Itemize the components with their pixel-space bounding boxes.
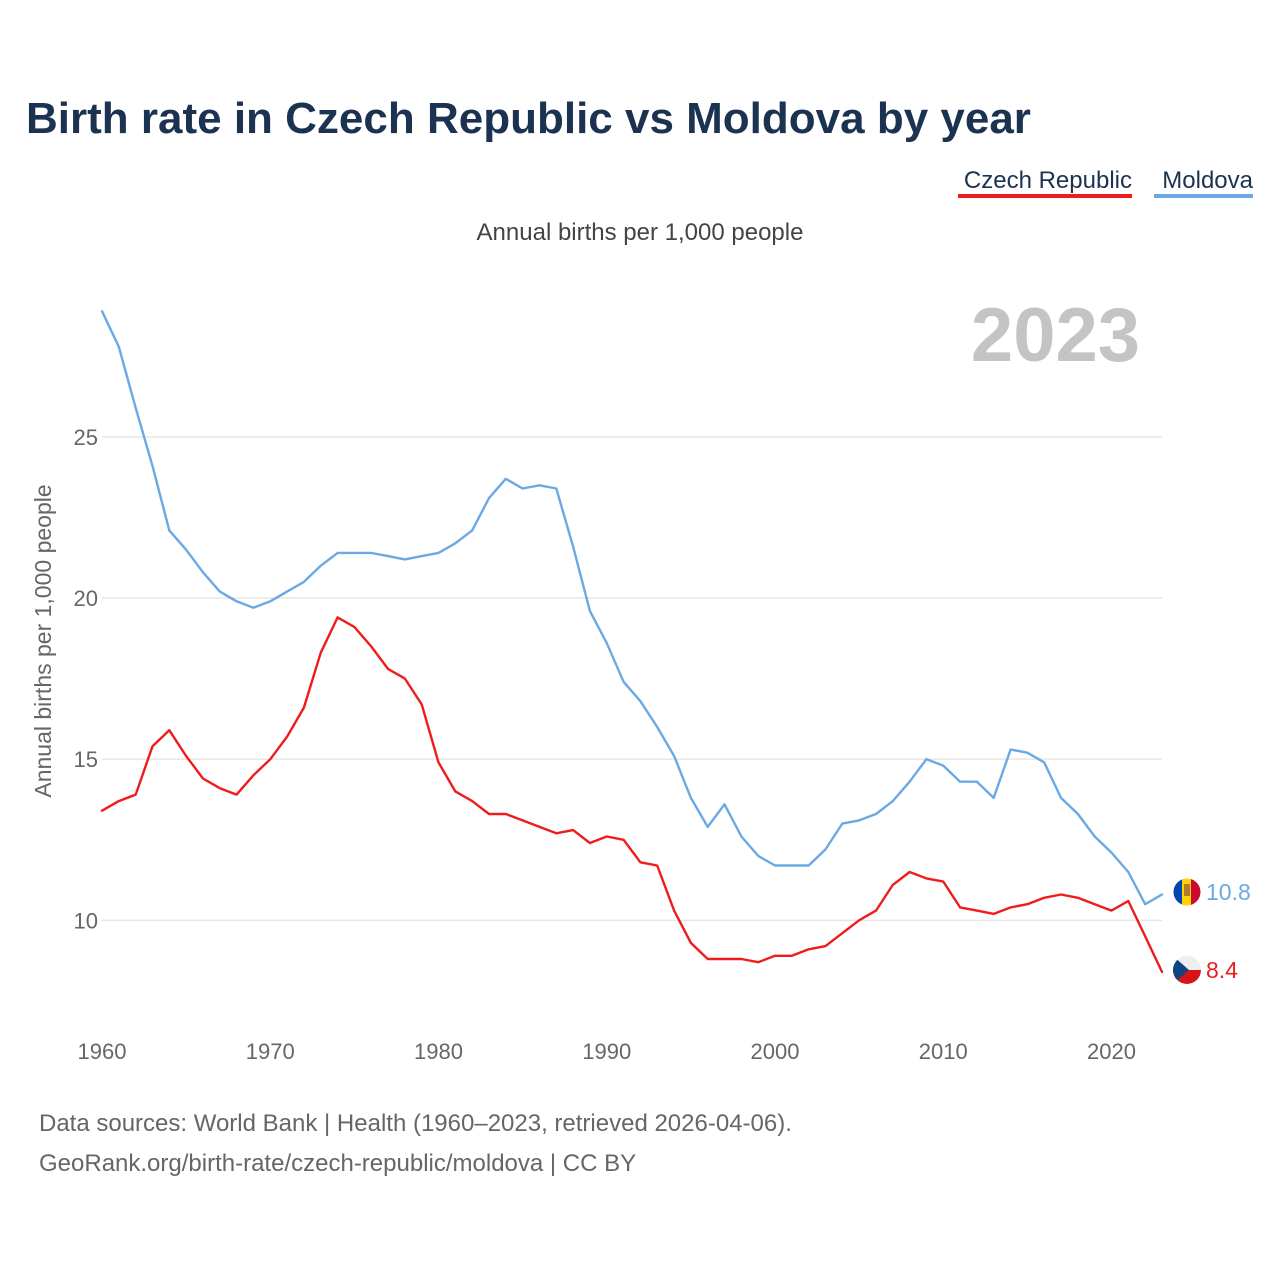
czech-republic-flag-icon	[1173, 956, 1201, 984]
x-tick-1980: 1980	[414, 1039, 463, 1064]
czech-republic-end-value: 8.4	[1206, 957, 1238, 983]
series-end-markers: 10.8 8.4	[1172, 877, 1251, 984]
chart-subtitle: Annual births per 1,000 people	[477, 219, 804, 246]
x-tick-2020: 2020	[1087, 1039, 1136, 1064]
y-tick-15: 15	[74, 747, 98, 772]
x-tick-1990: 1990	[582, 1039, 631, 1064]
x-tick-1970: 1970	[246, 1039, 295, 1064]
footer-sources: Data sources: World Bank | Health (1960–…	[39, 1110, 792, 1137]
y-axis-ticks: 10 15 20 25	[74, 425, 98, 933]
series-lines	[100, 310, 1164, 974]
y-tick-10: 10	[74, 908, 98, 933]
highlight-year: 2023	[971, 293, 1140, 378]
y-axis-label: Annual births per 1,000 people	[30, 484, 56, 797]
legend-czech-republic[interactable]: Czech Republic	[964, 167, 1132, 194]
x-tick-2000: 2000	[751, 1039, 800, 1064]
series-line-moldova	[100, 310, 1164, 906]
moldova-flag-icon	[1172, 877, 1202, 907]
y-tick-20: 20	[74, 586, 98, 611]
grid	[102, 436, 1162, 922]
legend-moldova[interactable]: Moldova	[1162, 167, 1253, 194]
chart-title: Birth rate in Czech Republic vs Moldova …	[26, 94, 1031, 143]
x-axis-ticks: 1960 1970 1980 1990 2000 2010 2020	[78, 1039, 1136, 1064]
series-line-czech-republic	[100, 616, 1164, 974]
y-tick-25: 25	[74, 425, 98, 450]
x-tick-1960: 1960	[78, 1039, 127, 1064]
legend: Czech Republic Moldova	[958, 167, 1254, 198]
footer-link[interactable]: GeoRank.org/birth-rate/czech-republic/mo…	[39, 1150, 636, 1177]
x-tick-2010: 2010	[919, 1039, 968, 1064]
moldova-end-value: 10.8	[1206, 879, 1251, 905]
